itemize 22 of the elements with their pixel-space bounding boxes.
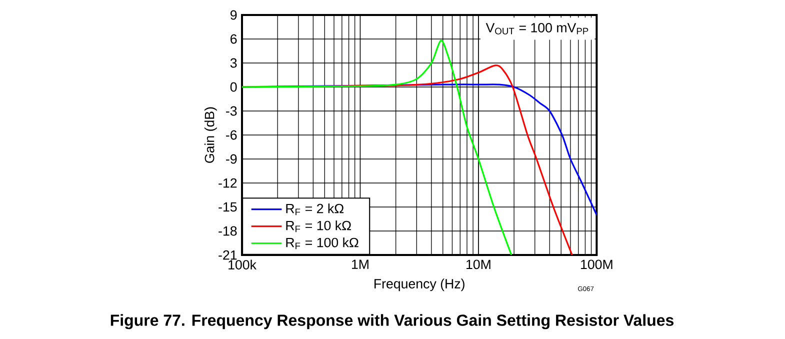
y-tick-label: -15 (218, 202, 237, 212)
annotation: V$_{OUT}$ = 100 mV$_{PP}$ (486, 23, 588, 34)
y-tick-label: -21 (218, 250, 237, 260)
text: Figure 77. Frequency Response with Various Gain Setting Resistor Values (110, 314, 674, 330)
y-axis-title: Gain (dB) (204, 107, 217, 163)
x-tick-label: 100M (581, 260, 612, 270)
x-tick-label: 1M (352, 260, 368, 269)
y-tick-label: -6 (226, 130, 237, 140)
y-tick-label: -9 (226, 154, 237, 164)
legend-label: R$_{F}$ = 100 kΩ (286, 237, 358, 250)
y-tick-label: 9 (230, 10, 237, 20)
y-tick-label: -12 (218, 178, 237, 188)
legend-label: R$_{F}$ = 2 kΩ (286, 203, 344, 216)
y-tick-label: -3 (226, 106, 237, 116)
y-tick-label: 6 (230, 34, 237, 44)
y-tick-label: -18 (218, 226, 237, 236)
y-tick-label: 0 (230, 82, 237, 92)
legend-label: R$_{F}$ = 10 kΩ (286, 220, 351, 232)
x-axis-title: Frequency (Hz) (374, 278, 464, 292)
x-tick-label: 10M (466, 260, 490, 270)
x-tick-label: 100k (228, 260, 256, 270)
y-tick-label: 3 (230, 58, 237, 68)
